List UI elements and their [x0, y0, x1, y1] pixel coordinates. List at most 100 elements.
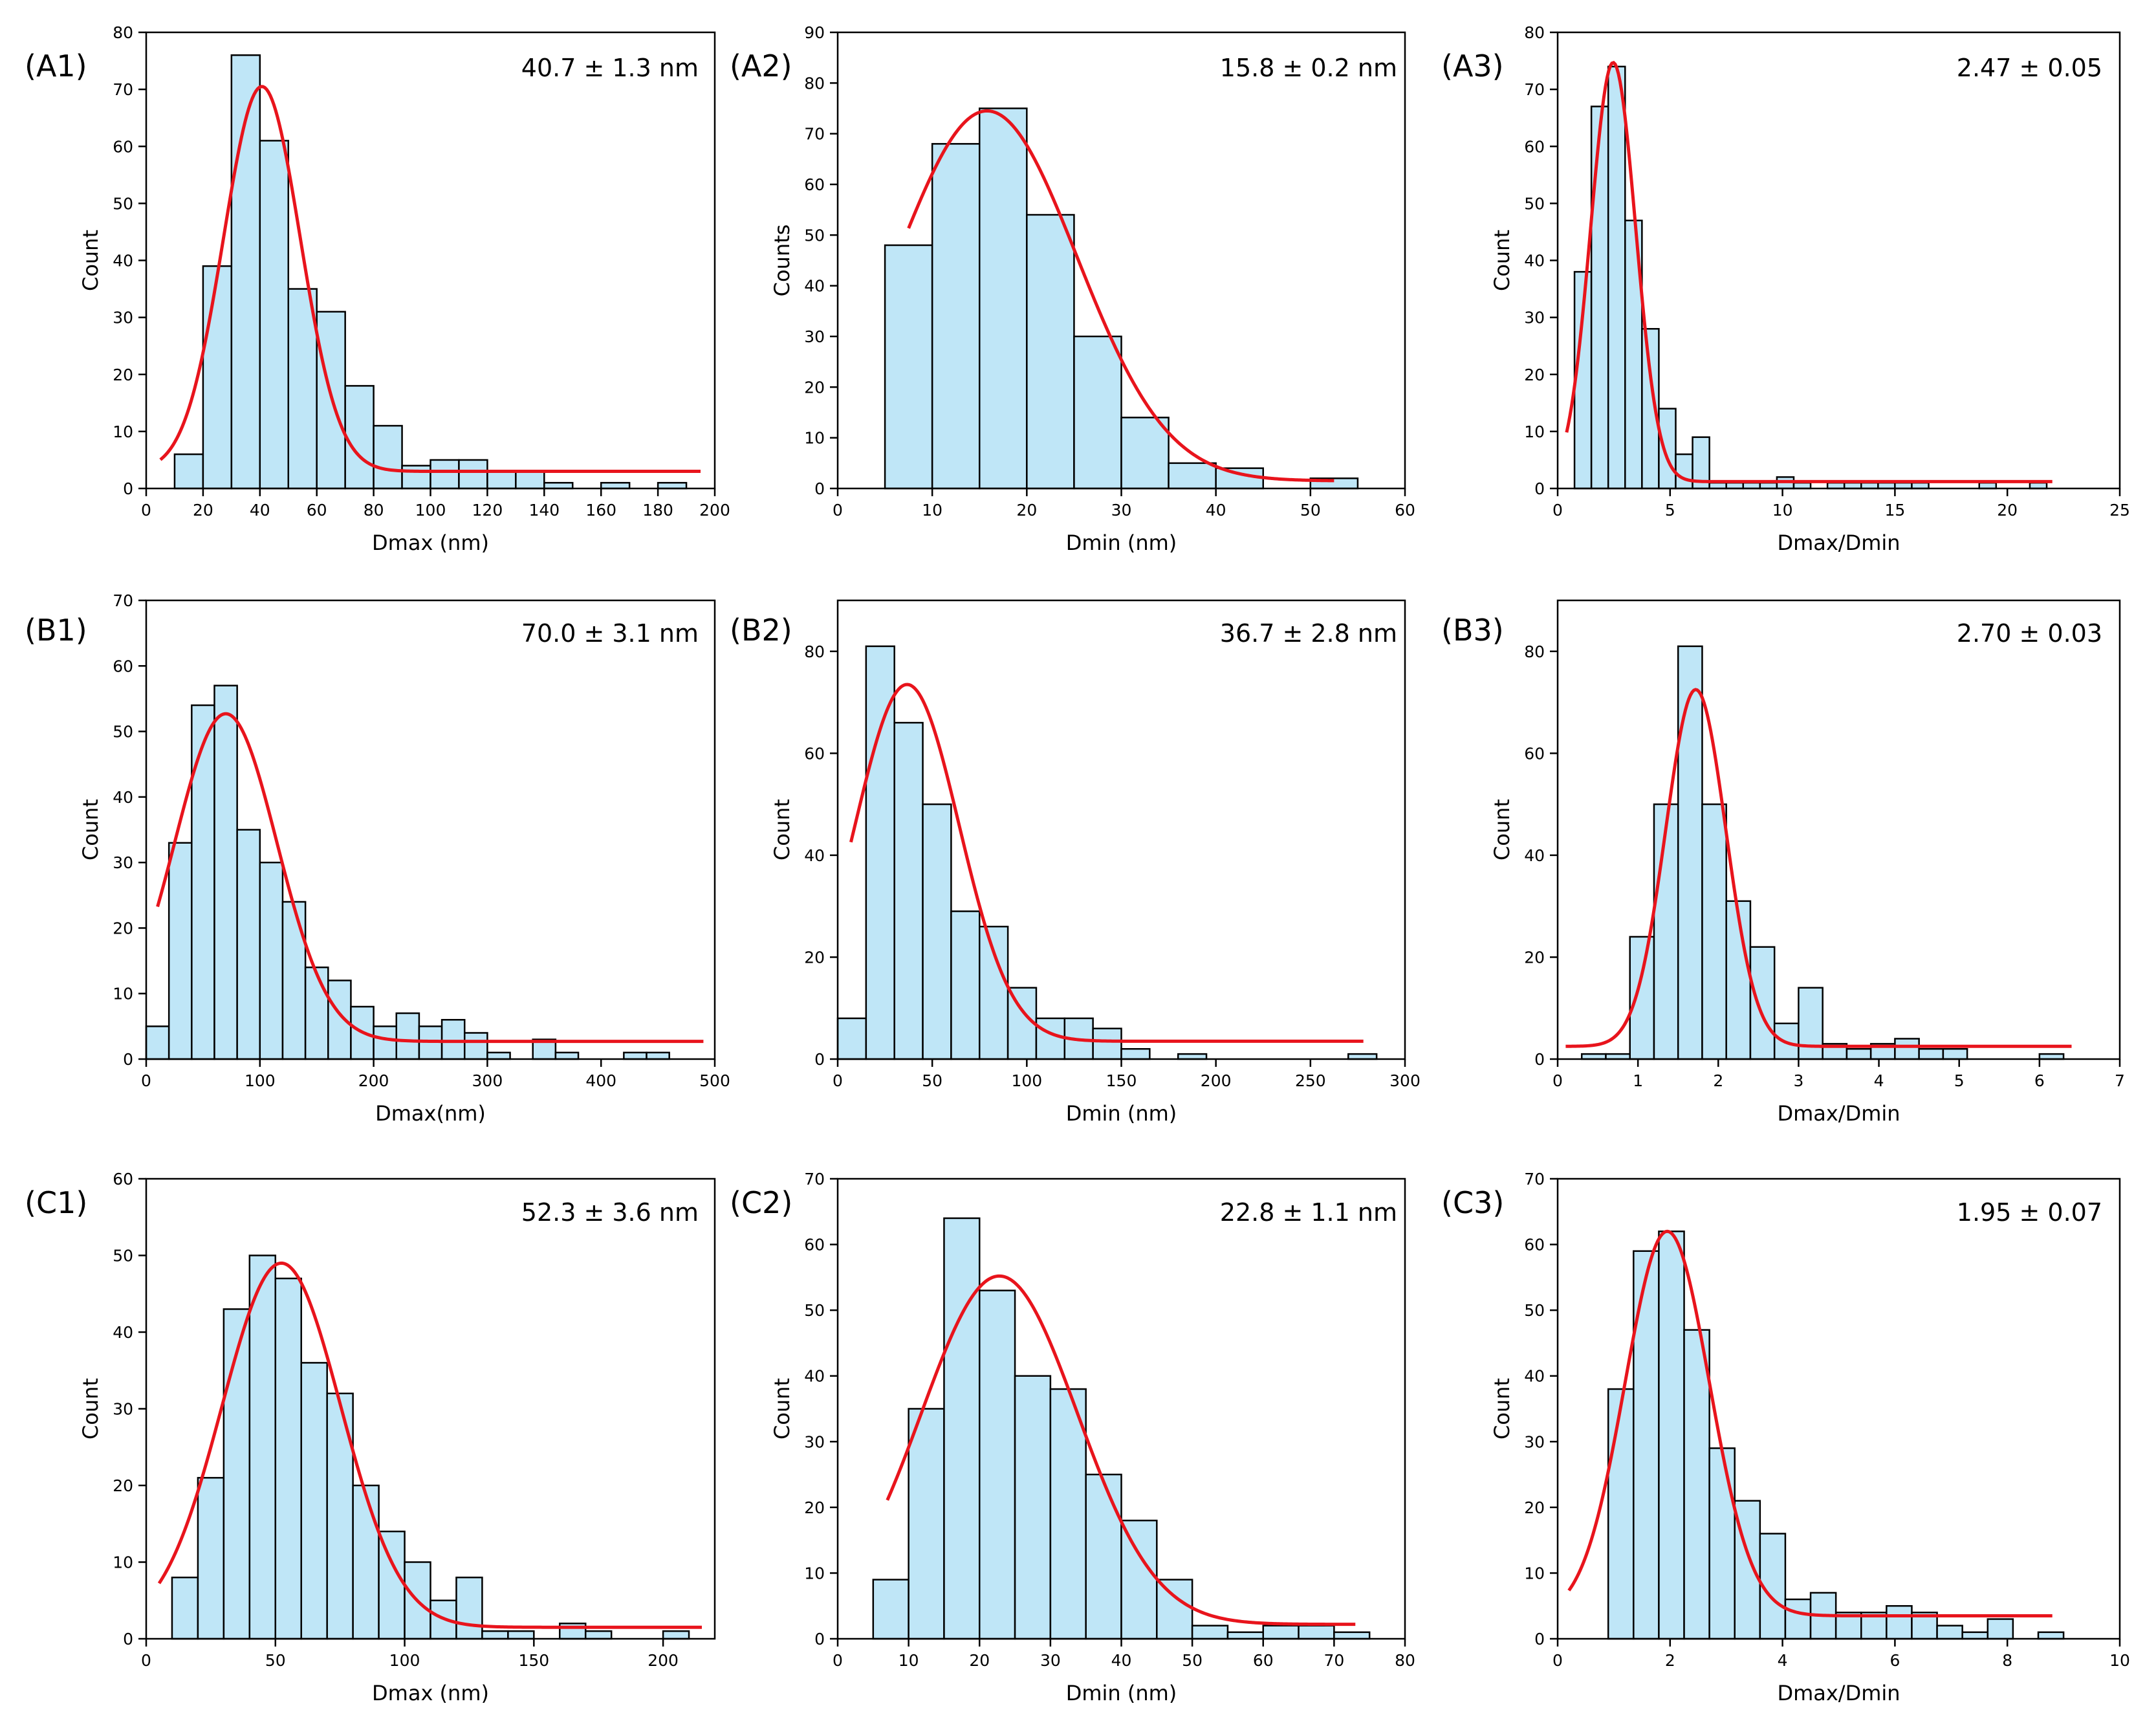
histogram-bar [1085, 1473, 1122, 1640]
x-tick-label: 20 [969, 1651, 990, 1670]
histogram-bar [1607, 65, 1626, 490]
y-axis-title: Count [770, 1378, 794, 1440]
gaussian-fit-curve [849, 683, 1364, 1043]
panel-label: (B2) [730, 613, 792, 648]
x-tick-label: 140 [528, 501, 560, 520]
y-tick-label: 40 [113, 1323, 133, 1342]
y-tick-label: 40 [1524, 846, 1545, 865]
histogram-bar [1978, 481, 1998, 490]
histogram-bar [230, 54, 261, 490]
x-tick-label: 10 [2109, 1651, 2130, 1670]
histogram-bar [1215, 467, 1264, 490]
x-tick-label: 10 [898, 1651, 919, 1670]
y-tick-label: 70 [1524, 1170, 1545, 1188]
histogram-bar [623, 1051, 648, 1060]
y-tick-label: 70 [804, 125, 825, 144]
histogram-bar [865, 645, 895, 1060]
x-tick-label: 5 [1665, 501, 1675, 520]
fit-annotation: 36.7 ± 2.8 nm [1220, 619, 1397, 648]
x-axis-title: Dmin (nm) [1066, 1101, 1177, 1126]
histogram-bar [1798, 987, 1824, 1060]
y-tick-label: 60 [1524, 137, 1545, 156]
histogram-bar [401, 465, 431, 490]
x-axis-title: Dmax (nm) [372, 531, 489, 555]
y-tick-label: 80 [804, 74, 825, 93]
y-tick-label: 60 [113, 1170, 133, 1188]
histogram-bar [1607, 1388, 1635, 1640]
x-tick-label: 250 [1295, 1071, 1326, 1090]
x-tick-label: 0 [1552, 1071, 1563, 1090]
histogram-bar [1226, 1631, 1264, 1640]
histogram-bar [1026, 214, 1075, 490]
histogram-bar [1942, 1047, 1968, 1060]
histogram-bar [1014, 1375, 1052, 1640]
chart-c2: 0 10 20 30 40 50 60 70 80 0 10 20 30 40 50 60 70 Dmin (nm… [730, 1170, 1415, 1705]
histogram-bar [191, 704, 215, 1060]
x-tick-label: 3 [1793, 1071, 1803, 1090]
x-tick-label: 20 [1016, 501, 1037, 520]
y-tick-label: 70 [113, 591, 133, 610]
x-axis-title: Dmax (nm) [372, 1681, 489, 1705]
histogram-bar [662, 1630, 690, 1640]
histogram-bar [326, 1392, 354, 1640]
y-tick-label: 20 [113, 919, 133, 937]
x-tick-label: 150 [1106, 1071, 1137, 1090]
x-tick-label: 0 [833, 1651, 843, 1670]
histogram-bar [543, 481, 574, 490]
x-tick-label: 0 [141, 1071, 151, 1090]
x-tick-label: 0 [1552, 501, 1563, 520]
x-tick-label: 40 [1206, 501, 1226, 520]
x-tick-label: 100 [245, 1071, 276, 1090]
x-tick-label: 150 [518, 1651, 549, 1670]
histogram-bar [1007, 987, 1038, 1060]
panel-label: (B3) [1441, 613, 1504, 648]
histogram-bar [1035, 1017, 1066, 1060]
histogram-bar [979, 1289, 1016, 1640]
y-tick-label: 50 [804, 226, 825, 245]
y-tick-label: 0 [123, 479, 133, 498]
x-tick-label: 300 [1389, 1071, 1421, 1090]
histogram-bar [1677, 645, 1703, 1060]
histogram-bar [1918, 1047, 1944, 1060]
y-tick-label: 60 [113, 137, 133, 156]
y-tick-label: 40 [1524, 252, 1545, 270]
x-tick-label: 200 [1201, 1071, 1232, 1090]
histogram-bar [1792, 481, 1812, 490]
histogram-bar [1658, 1231, 1685, 1640]
y-tick-label: 0 [123, 1050, 133, 1069]
histogram-bar [1629, 936, 1655, 1060]
y-tick-label: 0 [1534, 1630, 1545, 1648]
histogram-bar [1120, 417, 1170, 490]
histogram-bar [908, 1408, 945, 1640]
histogram-bar [943, 1217, 981, 1640]
histogram-bar [171, 1576, 199, 1640]
x-tick-label: 25 [2109, 501, 2130, 520]
x-tick-label: 1 [1633, 1071, 1643, 1090]
x-axis-title: Dmax(nm) [375, 1101, 486, 1126]
fit-annotation: 15.8 ± 0.2 nm [1220, 54, 1397, 82]
x-tick-label: 7 [2115, 1071, 2125, 1090]
x-tick-label: 50 [1300, 501, 1321, 520]
y-tick-label: 20 [113, 1476, 133, 1495]
x-tick-label: 0 [141, 1651, 151, 1670]
histogram-bar [352, 1484, 380, 1640]
y-tick-label: 10 [804, 429, 825, 448]
fit-annotation: 1.95 ± 0.07 [1957, 1198, 2102, 1227]
x-axis-title: Dmax/Dmin [1777, 1681, 1900, 1705]
histogram-bar [872, 1579, 909, 1640]
panel-label: (C3) [1441, 1185, 1504, 1220]
histogram-bar [1894, 481, 1913, 490]
histogram-bar [2029, 481, 2048, 490]
histogram-bar [441, 1018, 466, 1060]
y-tick-label: 10 [804, 1564, 825, 1582]
y-tick-label: 40 [804, 1367, 825, 1386]
y-tick-label: 50 [1524, 1301, 1545, 1320]
x-tick-label: 120 [472, 501, 503, 520]
x-tick-label: 300 [472, 1071, 503, 1090]
histogram-bar [300, 1362, 328, 1640]
histogram-bar [931, 143, 981, 490]
y-tick-label: 20 [1524, 1498, 1545, 1517]
y-tick-label: 10 [1524, 422, 1545, 441]
histogram-bar [327, 980, 352, 1060]
y-tick-label: 0 [1534, 1050, 1545, 1069]
